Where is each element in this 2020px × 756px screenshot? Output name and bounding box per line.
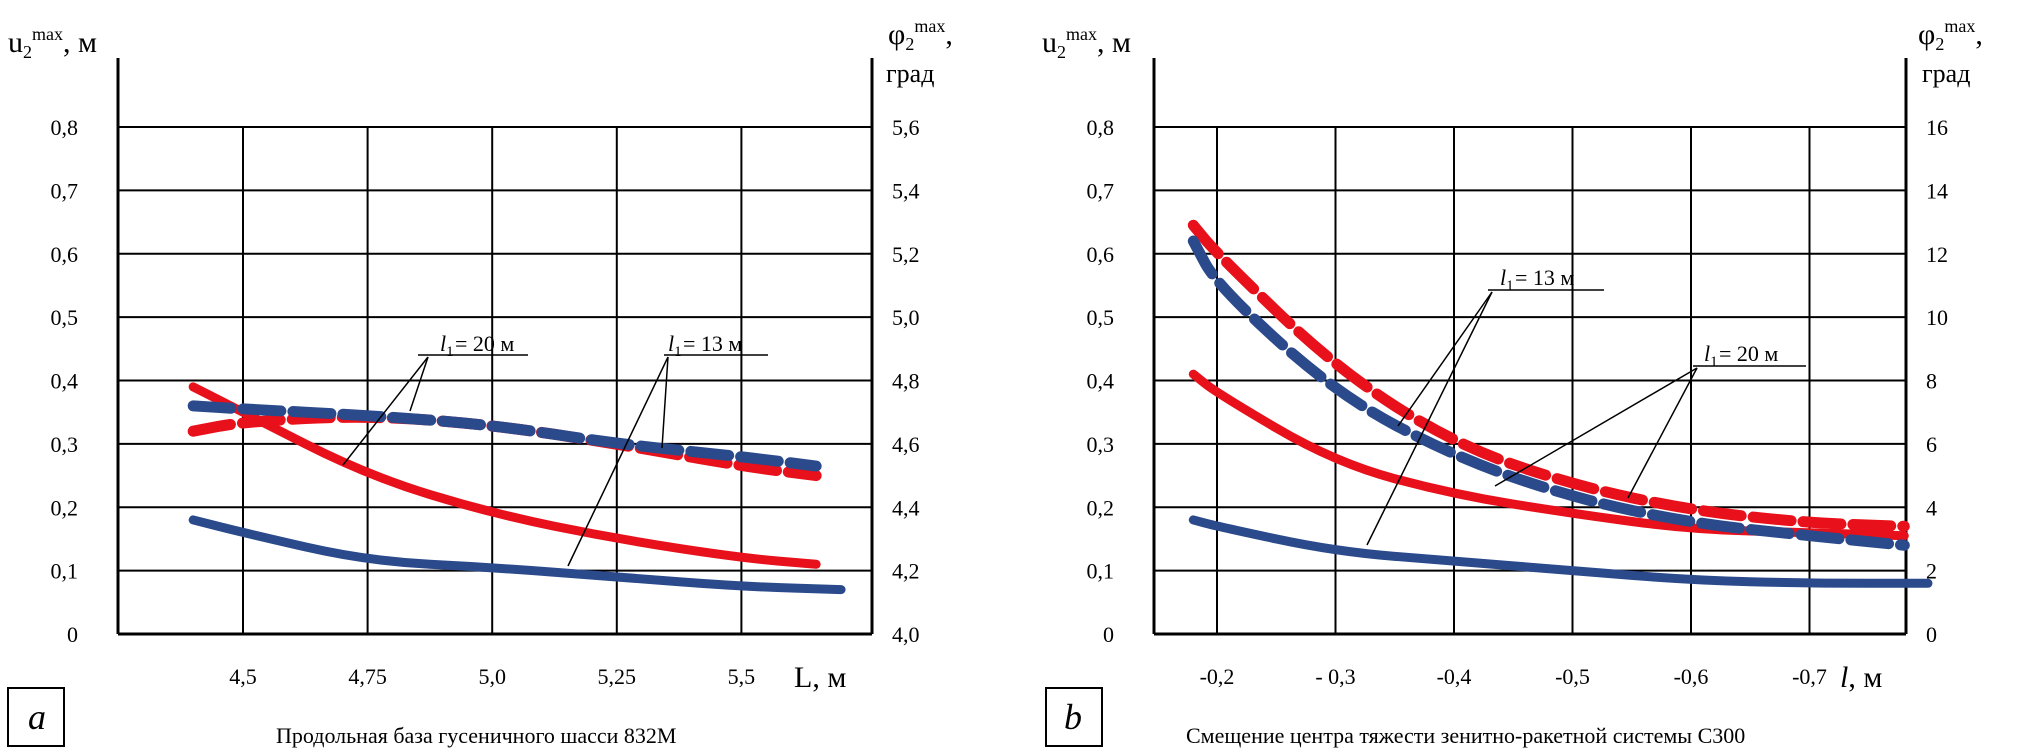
annotation-a-label-20: = 20 м xyxy=(455,331,514,356)
series-line-solid-red xyxy=(188,382,821,569)
x-tick-label: 5,5 xyxy=(728,664,756,689)
grid-a xyxy=(116,58,874,636)
annotation-b-label-13: = 13 м xyxy=(1515,265,1574,290)
y-right-tick-label: 4,2 xyxy=(892,559,920,584)
annotation-b-label-20: = 20 м xyxy=(1719,341,1778,366)
y-right-tick-label: 10 xyxy=(1926,305,1948,330)
x-tick-label: 5,0 xyxy=(478,664,506,689)
y-left-tick-label: 0,3 xyxy=(51,432,79,457)
y-left-title-b: u2max, м xyxy=(1042,24,1131,62)
y-left-tick-label: 0,4 xyxy=(1087,369,1115,394)
y-right-tick-label: 14 xyxy=(1926,178,1948,203)
annotation-a-l1b: l1 xyxy=(668,331,682,360)
y-right-tick-label: 5,6 xyxy=(892,115,920,140)
panel-a-box xyxy=(7,687,65,747)
y-right-tick-label: 2 xyxy=(1926,559,1937,584)
y-left-tick-label: 0,1 xyxy=(51,559,79,584)
y-left-tick-label: 0,2 xyxy=(1087,495,1115,520)
x-tick-label: - 0,3 xyxy=(1315,664,1355,689)
x-title-b: l, м xyxy=(1840,661,1882,694)
annotation-a-l1: l1 xyxy=(440,331,454,360)
annotation-b-l1: l1 xyxy=(1500,265,1514,294)
y-left-tick-label: 0 xyxy=(67,622,78,647)
y-left-title-a: u2max, м xyxy=(8,24,97,62)
panel-b-letter: b xyxy=(1064,697,1082,737)
annotation-a-label-13: = 13 м xyxy=(683,331,742,356)
x-tick-label: -0,5 xyxy=(1555,664,1590,689)
y-left-tick-label: 0,8 xyxy=(51,115,79,140)
y-left-tick-label: 0 xyxy=(1103,622,1114,647)
x-tick-label: 4,75 xyxy=(348,664,387,689)
x-title-a: L, м xyxy=(794,661,846,694)
y-right-tick-label: 6 xyxy=(1926,432,1937,457)
y-right-tick-label: 4,6 xyxy=(892,432,920,457)
y-left-tick-label: 0,7 xyxy=(51,178,79,203)
series-line-solid-blue xyxy=(1188,515,1933,588)
y-left-tick-label: 0,5 xyxy=(1087,305,1115,330)
annotation-a-13: l1 = 13 м xyxy=(567,331,768,567)
series-a xyxy=(187,382,846,595)
annotation-b-l1b: l1 xyxy=(1704,341,1718,370)
x-tick-label: -0,6 xyxy=(1674,664,1709,689)
series-line-solid-blue xyxy=(188,515,846,595)
y-left-tick-label: 0,3 xyxy=(1087,432,1115,457)
y-left-tick-label: 0,8 xyxy=(1087,115,1115,140)
series-line-dashed-red xyxy=(1187,219,1910,532)
series-b xyxy=(1187,219,1933,588)
series-line-dashed-blue xyxy=(1187,235,1910,551)
y-right-tick-label: 5,4 xyxy=(892,178,920,203)
x-tick-label: 4,5 xyxy=(229,664,257,689)
panel-b: 0 0 0,1 2 0,2 4 0,3 6 0,4 8 0,5 10 0,6 12 0,7 14 0,8 16 -0… xyxy=(1042,16,1983,748)
y-right-tick-label: 12 xyxy=(1926,242,1948,267)
y-right-tick-label: 16 xyxy=(1926,115,1948,140)
caption-b: Смещение центра тяжести зенитно-ракетной… xyxy=(1186,723,1745,748)
caption-a: Продольная база гусеничного шасси 832М xyxy=(276,723,677,748)
y-left-tick-label: 0,2 xyxy=(51,495,79,520)
y-right-tick-label: 4,4 xyxy=(892,495,920,520)
y-left-tick-label: 0,1 xyxy=(1087,559,1115,584)
x-tick-label: -0,7 xyxy=(1792,664,1827,689)
y-left-tick-label: 0,6 xyxy=(51,242,79,267)
y-right-title-a: φ2max, xyxy=(888,16,953,54)
y-right-tick-label: 8 xyxy=(1926,369,1937,394)
x-tick-label: -0,4 xyxy=(1437,664,1472,689)
panel-a: 0 4,0 0,1 4,2 0,2 4,4 0,3 4,6 0,4 4,8 0,5 5,0 0,6 5,2… xyxy=(7,16,953,748)
x-tick-label: 5,25 xyxy=(598,664,637,689)
y-left-tick-label: 0,4 xyxy=(51,369,79,394)
y-right-tick-label: 4,0 xyxy=(892,622,920,647)
y-right-tick-label: 5,0 xyxy=(892,305,920,330)
annotation-b-13: l1 = 13 м xyxy=(1366,265,1604,546)
y-right-unit-a: град xyxy=(886,59,934,88)
y-right-unit-b: град xyxy=(1922,59,1970,88)
ticks-a: 0 4,0 0,1 4,2 0,2 4,4 0,3 4,6 0,4 4,8 0,5 5,0 0,6 5,2… xyxy=(51,115,920,689)
ticks-b: 0 0 0,1 2 0,2 4 0,3 6 0,4 8 0,5 10 0,6 12 0,7 14 0,8 16 -0… xyxy=(1087,115,1949,689)
panel-a-letter: a xyxy=(28,697,46,737)
y-left-tick-label: 0,7 xyxy=(1087,178,1115,203)
y-right-tick-label: 4 xyxy=(1926,495,1937,520)
panel-b-box xyxy=(1045,687,1103,747)
y-right-tick-label: 4,8 xyxy=(892,369,920,394)
y-right-title-b: φ2max, xyxy=(1918,16,1983,54)
y-left-tick-label: 0,6 xyxy=(1087,242,1115,267)
y-left-tick-label: 0,5 xyxy=(51,305,79,330)
annotation-a-20: l1 = 20 м xyxy=(342,331,528,466)
y-right-tick-label: 5,2 xyxy=(892,242,920,267)
x-tick-label: -0,2 xyxy=(1200,664,1235,689)
y-right-tick-label: 0 xyxy=(1926,622,1937,647)
series-line-dashed-blue xyxy=(187,400,822,472)
grid-b xyxy=(1152,58,1908,636)
